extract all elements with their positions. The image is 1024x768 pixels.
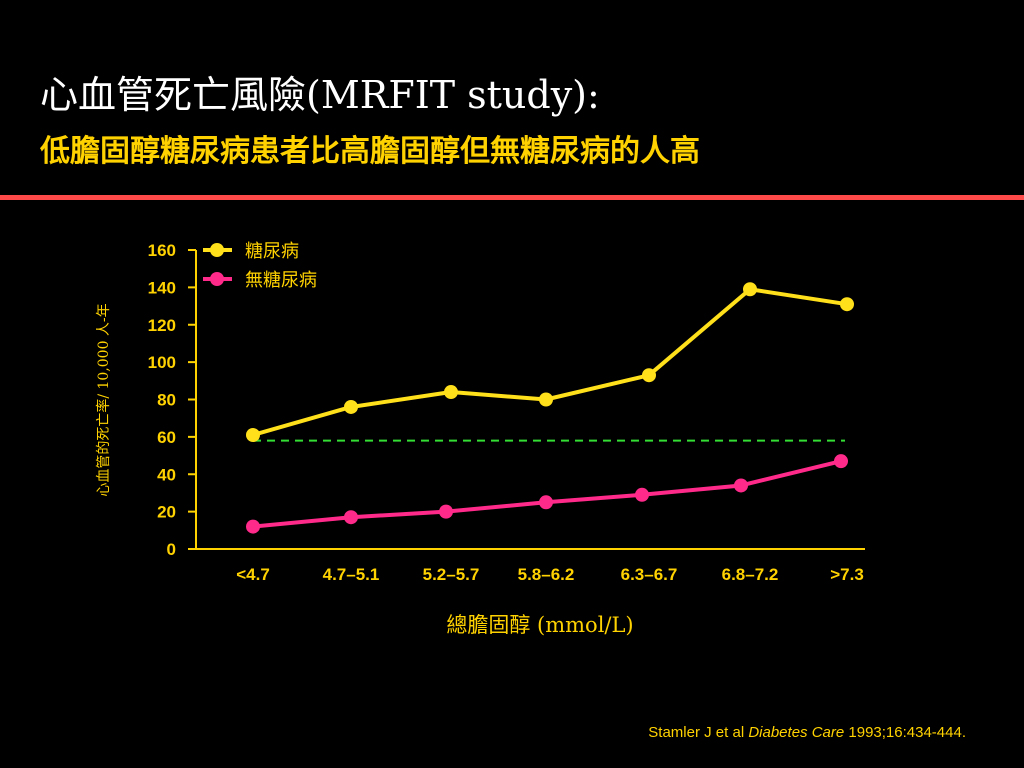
y-tick-label: 0 [167, 540, 176, 559]
y-tick-label: 100 [148, 353, 176, 372]
citation-journal: Diabetes Care [748, 724, 845, 741]
y-tick-label: 80 [157, 391, 176, 410]
data-point-diabetes [840, 297, 854, 312]
legend-label-diabetes: 糖尿病 [245, 241, 299, 262]
data-point-no-diabetes [344, 510, 358, 525]
x-tick-label: 5.8–6.2 [518, 565, 575, 584]
x-tick-label: 4.7–5.1 [323, 565, 380, 584]
x-axis: <4.7 4.7–5.1 5.2–5.7 5.8–6.2 6.3–6.7 6.8–7.2 >… [196, 548, 865, 584]
citation-reference: 1993;16:434-444. [844, 724, 966, 741]
data-point-diabetes [743, 282, 757, 297]
data-point-diabetes [344, 399, 358, 414]
data-point-no-diabetes [439, 504, 453, 519]
x-tick-label: 6.3–6.7 [621, 565, 678, 584]
legend-marker-diabetes [210, 243, 224, 257]
y-axis: 0 20 40 60 80 100 120 140 160 [148, 241, 197, 559]
data-point-no-diabetes [635, 487, 649, 502]
series-line-no-diabetes [252, 459, 842, 529]
y-tick-label: 60 [157, 428, 176, 447]
y-tick-label: 160 [148, 241, 176, 260]
x-tick-label: >7.3 [830, 565, 864, 584]
x-tick-label: 6.8–7.2 [722, 565, 779, 584]
data-point-diabetes [539, 392, 553, 407]
data-point-diabetes [642, 368, 656, 383]
x-axis-title: 總膽固醇 (mmol/L) [446, 613, 633, 637]
series-group [246, 282, 854, 534]
y-axis-title: 心血管的死亡率/ 10,000 人-年 [95, 303, 112, 496]
data-point-diabetes [246, 428, 260, 443]
x-tick-label: <4.7 [236, 565, 270, 584]
series-line-diabetes [252, 287, 848, 437]
data-point-diabetes [444, 385, 458, 400]
y-tick-label: 140 [148, 278, 176, 297]
slide-subtitle: 低膽固醇糖尿病患者比高膽固醇但無糖尿病的人高 [40, 134, 700, 169]
legend-marker-no-diabetes [210, 272, 224, 286]
citation-authors: Stamler J et al [648, 724, 749, 741]
data-point-no-diabetes [734, 478, 748, 493]
y-tick-label: 40 [157, 465, 176, 484]
slide-title: 心血管死亡風險(MRFIT study): [40, 73, 600, 117]
x-tick-label: 5.2–5.7 [423, 565, 480, 584]
y-tick-label: 20 [157, 503, 176, 522]
data-point-no-diabetes [246, 519, 260, 534]
title-divider [0, 195, 1024, 200]
citation: Stamler J et al Diabetes Care 1993;16:43… [648, 724, 966, 741]
data-point-no-diabetes [834, 454, 848, 469]
y-tick-label: 120 [148, 316, 176, 335]
legend-label-no-diabetes: 無糖尿病 [245, 270, 317, 291]
data-point-no-diabetes [539, 495, 553, 510]
